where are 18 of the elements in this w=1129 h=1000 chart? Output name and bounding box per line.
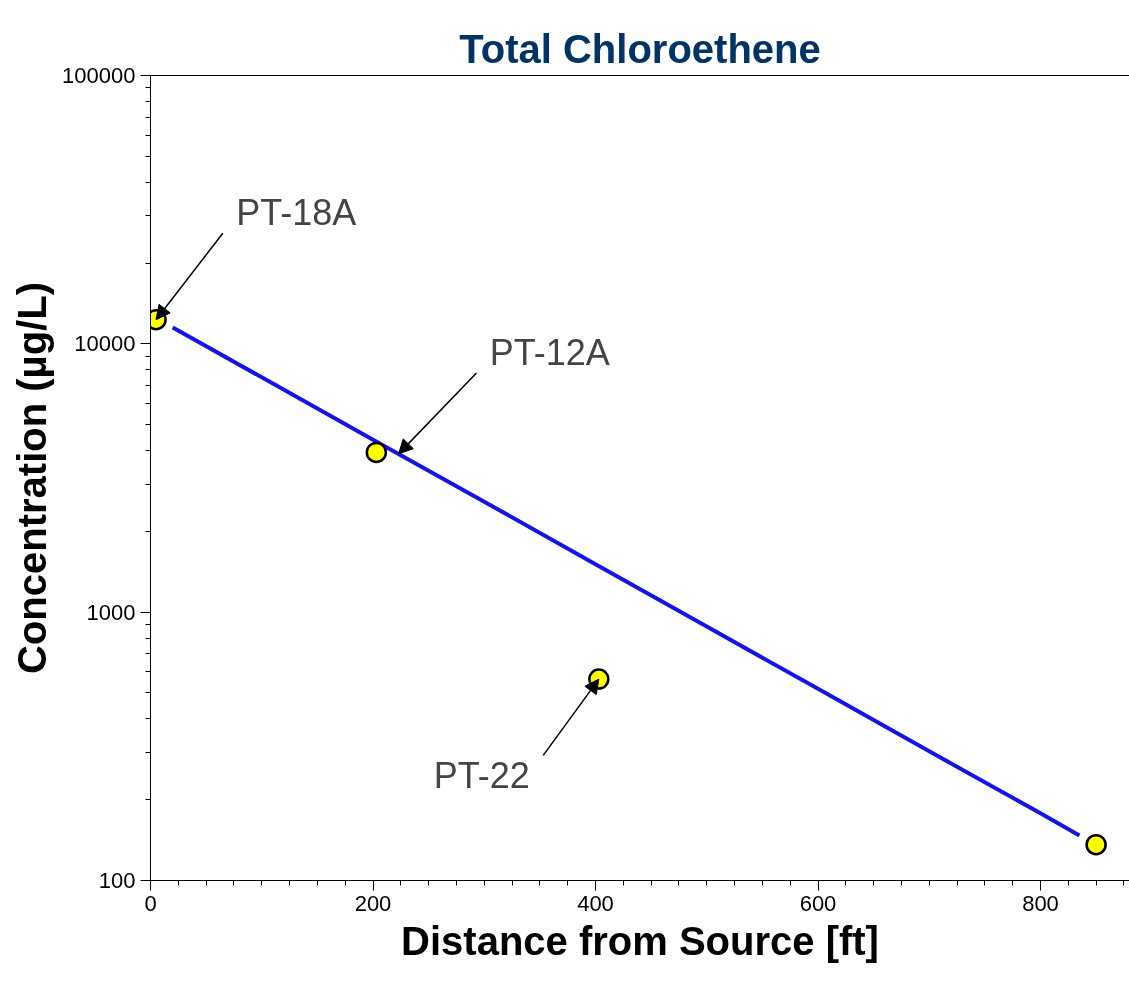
- x-tick-label: 400: [577, 890, 614, 916]
- y-tick-label: 10000: [74, 331, 136, 357]
- x-tick-label: 200: [354, 890, 392, 916]
- x-tick-label: 800: [1022, 890, 1059, 916]
- annotation: PT-18A: [236, 192, 357, 234]
- y-tick-label: 100000: [62, 63, 136, 88]
- y-tick-label: 1000: [86, 599, 136, 625]
- line-series: [170, 325, 1082, 838]
- x-axis-title: Distance from Source [ft]: [401, 918, 879, 963]
- point: [365, 441, 388, 464]
- x-tick-label: 600: [799, 890, 837, 916]
- x-tick-label: 0: [144, 890, 157, 916]
- point: [1085, 833, 1107, 856]
- y-axis-title: Concentration (µg/L): [10, 282, 55, 674]
- annotation: PT-22: [433, 755, 530, 797]
- y-tick-label: 100: [98, 868, 136, 893]
- chart-title: Total Chloroethene: [459, 26, 821, 71]
- annotation: PT-12A: [489, 332, 610, 374]
